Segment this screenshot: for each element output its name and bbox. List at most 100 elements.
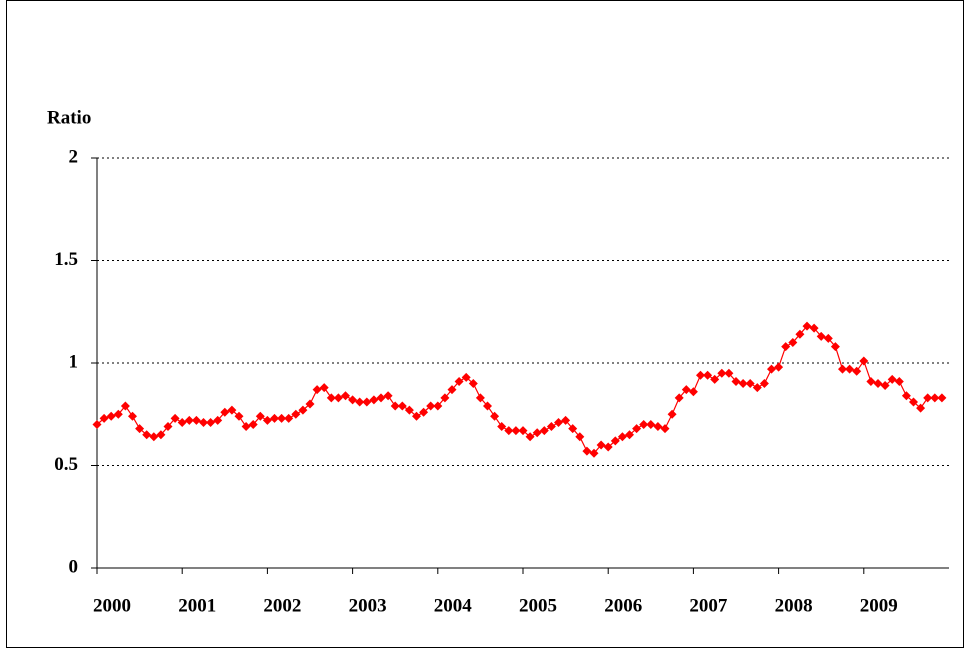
marker (781, 342, 791, 352)
marker (312, 385, 322, 395)
marker (326, 393, 336, 403)
x-tick-label: 2004 (434, 595, 473, 616)
marker (873, 379, 883, 388)
marker (930, 393, 940, 403)
marker (433, 401, 443, 411)
marker (191, 415, 201, 425)
marker (362, 397, 372, 407)
y-tick-label: 2 (69, 146, 79, 167)
marker (916, 403, 926, 413)
y-tick-label: 1 (69, 351, 79, 372)
marker (923, 393, 933, 403)
marker (170, 413, 180, 423)
x-tick-label: 2009 (860, 595, 898, 616)
marker (852, 366, 862, 376)
marker (497, 422, 507, 432)
marker (369, 395, 379, 405)
marker (795, 329, 805, 339)
marker (291, 409, 301, 419)
marker (909, 397, 918, 407)
marker (184, 415, 194, 425)
marker (333, 393, 343, 403)
marker (894, 376, 904, 386)
marker (412, 411, 421, 421)
marker (490, 411, 500, 421)
marker (262, 415, 272, 425)
marker (859, 356, 869, 366)
marker (135, 424, 145, 434)
marker (341, 391, 350, 401)
marker (156, 430, 166, 440)
marker (177, 417, 187, 427)
marker (752, 383, 762, 393)
marker (383, 391, 393, 401)
marker (816, 331, 826, 341)
marker (759, 379, 769, 388)
marker (838, 364, 847, 374)
marker (305, 399, 315, 409)
y-tick-label: 1.5 (54, 249, 78, 270)
marker (355, 397, 365, 407)
marker (454, 376, 464, 386)
marker (596, 440, 606, 450)
marker (440, 393, 450, 403)
marker (390, 401, 400, 411)
marker (802, 321, 812, 331)
marker (660, 424, 670, 434)
marker (845, 364, 855, 374)
marker (901, 391, 911, 401)
marker (234, 411, 244, 421)
marker (128, 411, 137, 421)
x-tick-label: 2003 (349, 595, 387, 616)
marker (277, 413, 287, 423)
marker (767, 364, 776, 374)
marker (717, 368, 727, 378)
marker (653, 422, 663, 432)
marker (745, 379, 755, 388)
marker (823, 333, 833, 343)
marker (887, 374, 897, 384)
marker (688, 387, 698, 397)
marker (937, 393, 947, 403)
x-tick-label: 2008 (775, 595, 813, 616)
marker (106, 411, 116, 421)
marker (582, 446, 592, 456)
marker (738, 379, 748, 388)
marker (625, 430, 634, 440)
marker (667, 409, 677, 419)
marker (575, 432, 585, 442)
marker (206, 417, 216, 427)
marker (113, 409, 123, 419)
y-tick-label: 0 (69, 556, 79, 577)
marker (213, 415, 223, 425)
marker (142, 430, 152, 440)
chart-frame (6, 0, 964, 648)
marker (149, 432, 159, 442)
marker (603, 442, 613, 452)
marker (589, 448, 599, 458)
marker (461, 372, 471, 382)
marker (866, 376, 876, 386)
marker (404, 405, 414, 415)
marker (419, 407, 429, 417)
marker (710, 374, 720, 384)
marker (397, 401, 407, 411)
x-tick-label: 2001 (178, 595, 216, 616)
marker (617, 432, 627, 442)
marker (504, 426, 514, 436)
x-tick-label: 2002 (263, 595, 301, 616)
marker (348, 395, 358, 405)
marker (561, 415, 571, 425)
marker (241, 422, 251, 432)
marker (319, 383, 329, 393)
marker (703, 370, 713, 380)
marker (696, 370, 705, 380)
marker (92, 420, 102, 429)
marker (774, 362, 784, 372)
marker (546, 422, 556, 432)
marker (731, 376, 741, 386)
marker (554, 417, 563, 427)
marker (880, 381, 890, 391)
marker (674, 393, 684, 403)
